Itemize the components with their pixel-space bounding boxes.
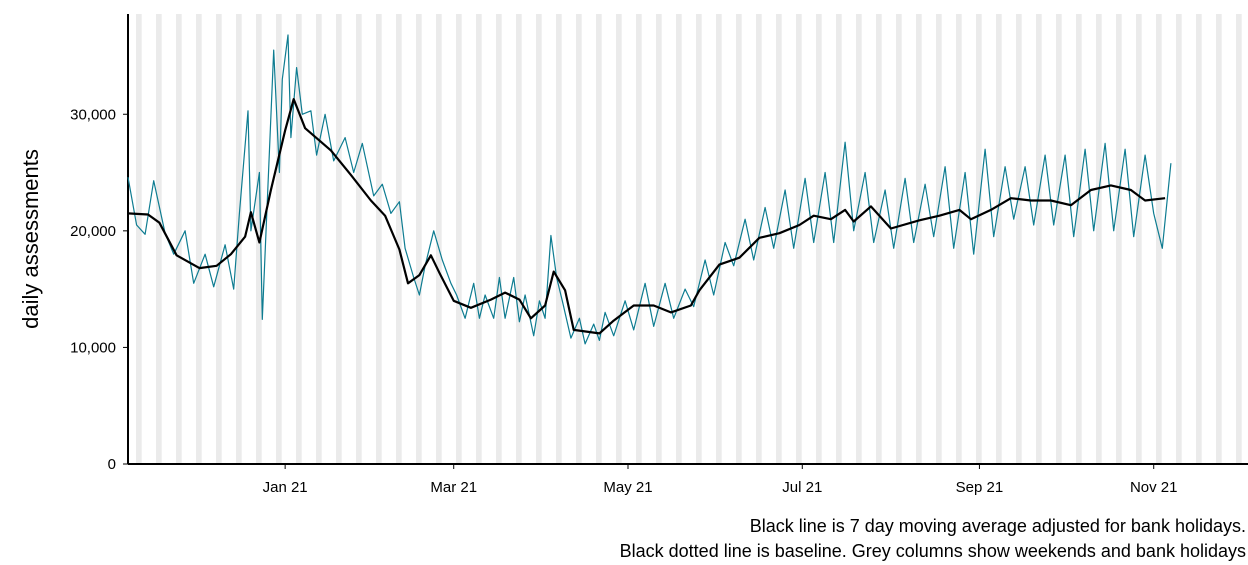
x-tick-label: May 21 (603, 479, 652, 496)
x-tick-label: Sep 21 (956, 479, 1004, 496)
series-line (127, 98, 1166, 335)
x-tick-label: Jul 21 (782, 479, 822, 496)
x-tick-label: Nov 21 (1130, 479, 1178, 496)
y-tick-label: 10,000 (70, 339, 116, 356)
y-tick-label: 0 (108, 456, 116, 473)
y-tick-label: 20,000 (70, 223, 116, 240)
y-tick-label: 30,000 (70, 106, 116, 123)
x-tick-label: Mar 21 (430, 479, 477, 496)
weekend-columns (129, 14, 1248, 464)
note: Black line is 7 day moving average adjus… (750, 516, 1246, 536)
y-axis-label: daily assessments (18, 149, 43, 329)
note: Black dotted line is baseline. Grey colu… (620, 541, 1246, 561)
x-tick-label: Jan 21 (263, 479, 308, 496)
